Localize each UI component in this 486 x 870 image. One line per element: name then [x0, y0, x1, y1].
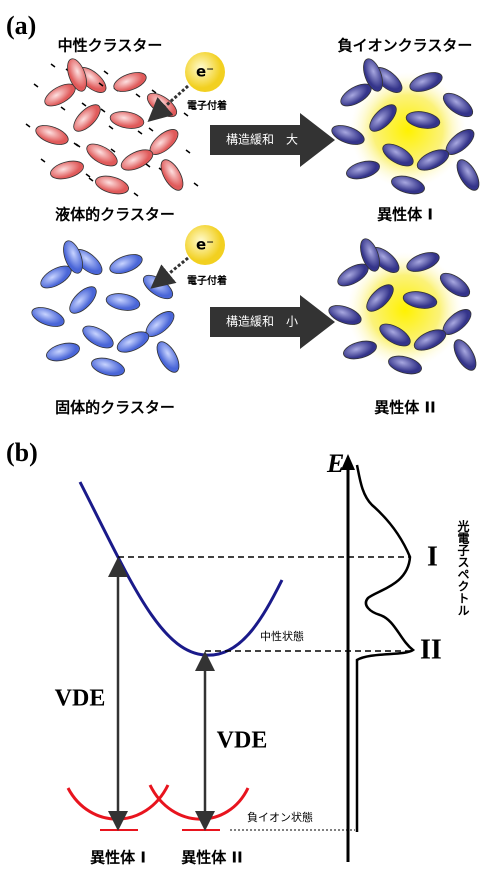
panel-label: (b): [6, 438, 38, 467]
attach-label: 電子付着: [187, 99, 227, 112]
isomer-label: 異性体 I: [377, 206, 433, 224]
molecule: [49, 158, 86, 182]
molecule: [65, 282, 100, 317]
molecule: [69, 100, 104, 135]
attach-arrow: [155, 258, 188, 285]
vde-label: VDE: [217, 728, 268, 754]
molecule: [450, 336, 481, 373]
cluster-label: 固体的クラスター: [55, 399, 175, 417]
peak-label: II: [420, 634, 442, 665]
neutral-curve: [80, 482, 282, 655]
energy-label: E: [326, 449, 344, 478]
neutral-state: 中性状態: [260, 629, 304, 643]
diagram: (a) 中性クラスター 負イオンクラスター e⁻ 電子付着 構造緩和 大 液体的…: [0, 0, 486, 870]
molecule: [94, 173, 131, 197]
anion-state: 負イオン状態: [247, 810, 313, 824]
molecule: [109, 109, 145, 131]
relax-label: 構造緩和 大: [226, 133, 298, 147]
isomer-label: 異性体 II: [181, 849, 242, 867]
spectrum: [357, 465, 413, 832]
electron-label: e⁻: [196, 236, 214, 254]
molecule: [79, 322, 116, 353]
molecule: [107, 251, 144, 278]
panel-label: (a): [6, 11, 36, 40]
molecule: [83, 140, 120, 171]
molecule: [29, 304, 66, 331]
isomer-label: 異性体 I: [90, 849, 146, 867]
spectrum-label: 光電子スペクトル: [456, 519, 470, 616]
molecule: [157, 156, 188, 193]
neutral-title: 中性クラスター: [58, 37, 163, 55]
isomer-label: 異性体 II: [374, 399, 435, 417]
molecule: [153, 338, 184, 375]
cluster-label: 液体的クラスター: [55, 206, 175, 224]
molecule: [45, 340, 82, 364]
vde-label: VDE: [55, 686, 106, 712]
attach-label: 電子付着: [187, 274, 227, 287]
molecule: [90, 355, 127, 379]
molecule: [453, 156, 484, 193]
peak-label: I: [427, 541, 438, 572]
anion-title: 負イオンクラスター: [338, 37, 473, 55]
electron-label: e⁻: [196, 63, 214, 81]
molecule: [33, 122, 70, 149]
molecule: [111, 69, 148, 96]
molecule: [143, 89, 180, 122]
molecule: [105, 291, 141, 313]
molecule: [139, 271, 176, 304]
relax-label: 構造緩和 小: [226, 315, 298, 329]
